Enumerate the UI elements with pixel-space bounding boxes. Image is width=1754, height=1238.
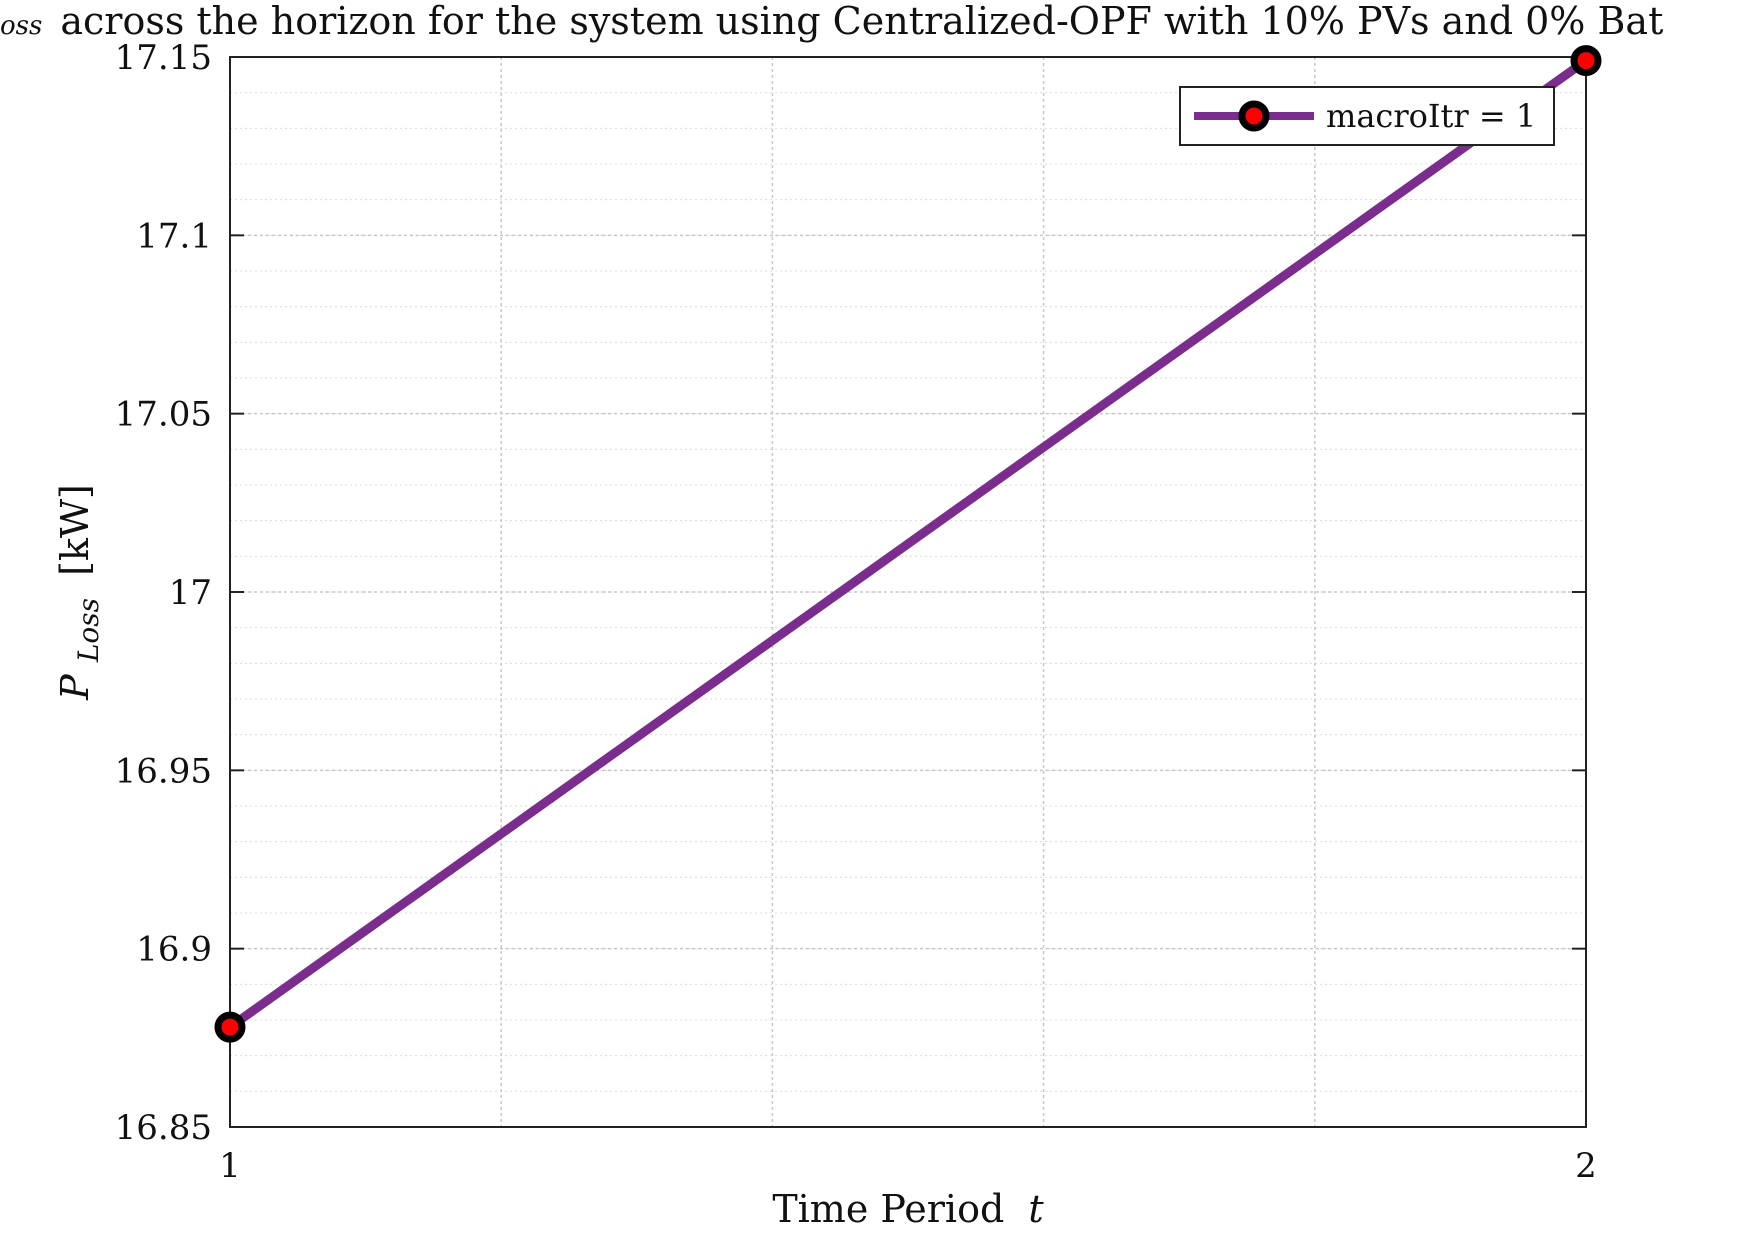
- x-tick-label: 2: [1575, 1146, 1597, 1186]
- y-tick-label: 16.85: [115, 1108, 212, 1148]
- legend-entry-label: macroItr = 1: [1326, 97, 1536, 135]
- y-axis-label-sub: Loss: [72, 598, 105, 663]
- y-tick-label: 16.95: [115, 751, 212, 791]
- major-grid: [230, 56, 1586, 1128]
- data-point: [214, 1011, 246, 1043]
- chart-title: oss across the horizon for the system us…: [0, 0, 1663, 43]
- series-layer: [214, 45, 1602, 1043]
- data-point: [1570, 45, 1602, 77]
- legend-marker-sample: [1238, 100, 1270, 132]
- x-axis-label-text: Time Period: [772, 1187, 1004, 1231]
- y-tick-label: 17.1: [136, 216, 212, 256]
- y-tick-label: 17: [169, 573, 212, 613]
- legend: macroItr = 1: [1179, 86, 1555, 146]
- x-axis-label-var: t: [1028, 1187, 1044, 1231]
- y-tick-label: 17.05: [115, 395, 212, 435]
- y-tick-labels: 16.85 16.9 16.95 17 17.05 17.1 17.15: [115, 38, 212, 1148]
- x-axis-label: Time Period t: [772, 1187, 1044, 1231]
- axis-ticks: [229, 56, 1587, 1128]
- y-axis-label: P Loss [kW]: [53, 484, 107, 701]
- x-tick-label: 1: [219, 1146, 241, 1186]
- y-axis-label-unit: [kW]: [53, 484, 97, 576]
- y-tick-label: 17.15: [115, 38, 212, 78]
- y-tick-label: 16.9: [136, 930, 212, 970]
- chart-title-main: across the horizon for the system using …: [60, 0, 1663, 43]
- y-axis-label-main: P: [53, 673, 97, 701]
- series-line: [227, 56, 1589, 1031]
- chart-title-sub: oss: [0, 11, 42, 41]
